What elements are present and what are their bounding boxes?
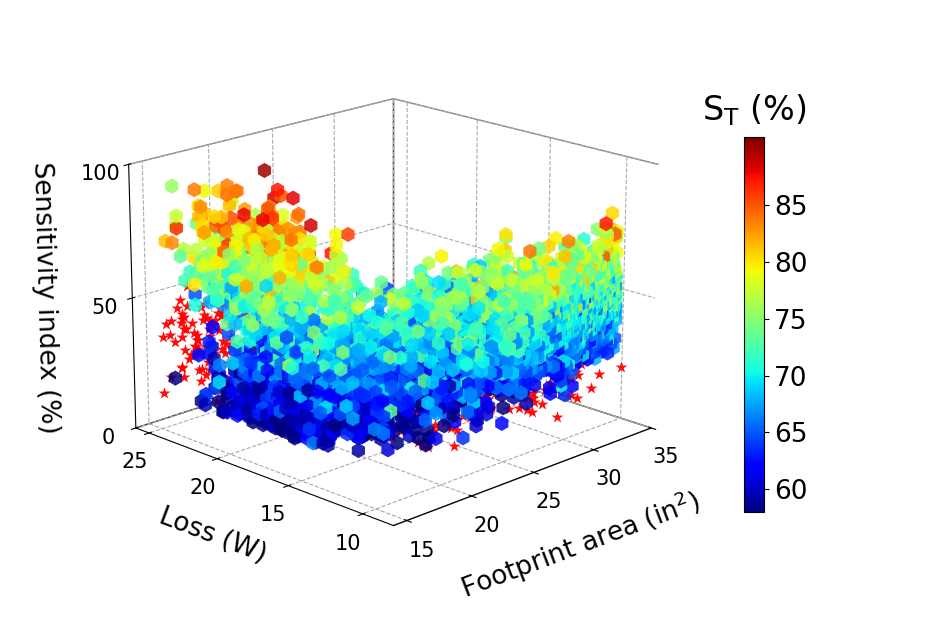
Title: $\mathrm{S_T}$ (%): $\mathrm{S_T}$ (%): [701, 92, 805, 129]
X-axis label: Footprint area (in$^2$): Footprint area (in$^2$): [456, 484, 705, 605]
Y-axis label: Loss (W): Loss (W): [155, 504, 270, 568]
